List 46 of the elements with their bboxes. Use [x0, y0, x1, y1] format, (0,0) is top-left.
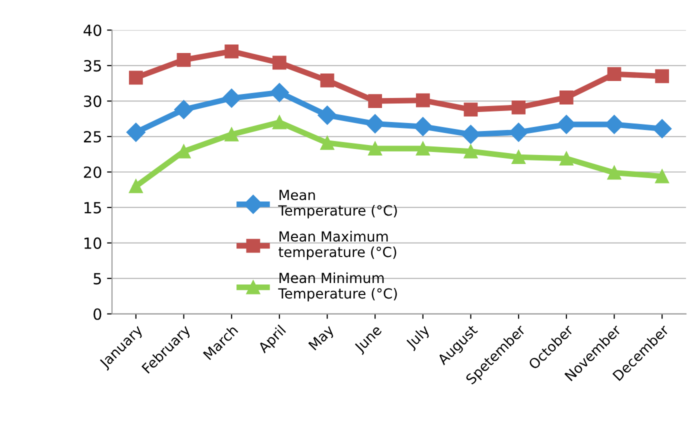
point: [607, 166, 622, 180]
point: [174, 100, 194, 120]
point: [368, 94, 382, 108]
y-tick-label: 5: [94, 273, 101, 284]
point: [272, 115, 286, 130]
point: [607, 67, 622, 82]
y-tick-label: 30: [84, 96, 102, 108]
point: [512, 150, 526, 164]
y-tick-label: 20: [84, 166, 102, 178]
point: [464, 102, 478, 117]
point: [222, 88, 242, 108]
point: [128, 179, 143, 194]
y-tick-label: 0: [94, 308, 102, 320]
y-tick-label: 40: [84, 24, 102, 36]
point: [556, 114, 576, 134]
y-tick-label: 15: [84, 202, 101, 214]
point: [509, 122, 528, 142]
point: [652, 119, 672, 138]
legend-label: Mean Maximum temperature (°C): [278, 230, 396, 260]
point: [512, 100, 526, 114]
point: [318, 106, 337, 125]
point: [272, 56, 286, 70]
legend-label: Mean Minimum Temperature (°C): [278, 272, 397, 302]
point: [126, 122, 146, 142]
y-tick-label: 25: [84, 130, 101, 143]
point: [270, 83, 289, 102]
point: [413, 117, 432, 136]
point: [655, 69, 670, 84]
point: [655, 169, 670, 184]
legend-label: Mean Temperature (°C): [278, 190, 397, 218]
point: [464, 144, 478, 158]
point: [176, 144, 191, 158]
y-tick-label: 10: [84, 237, 102, 249]
point: [128, 70, 143, 85]
point: [224, 127, 239, 142]
point: [416, 93, 430, 108]
point: [176, 52, 191, 67]
point: [461, 124, 480, 144]
y-tick-label: 35: [84, 60, 101, 72]
point: [559, 152, 574, 166]
point: [368, 142, 382, 156]
point: [416, 142, 430, 156]
point: [224, 44, 239, 58]
point: [320, 136, 334, 150]
point: [320, 74, 334, 88]
point: [559, 90, 574, 104]
